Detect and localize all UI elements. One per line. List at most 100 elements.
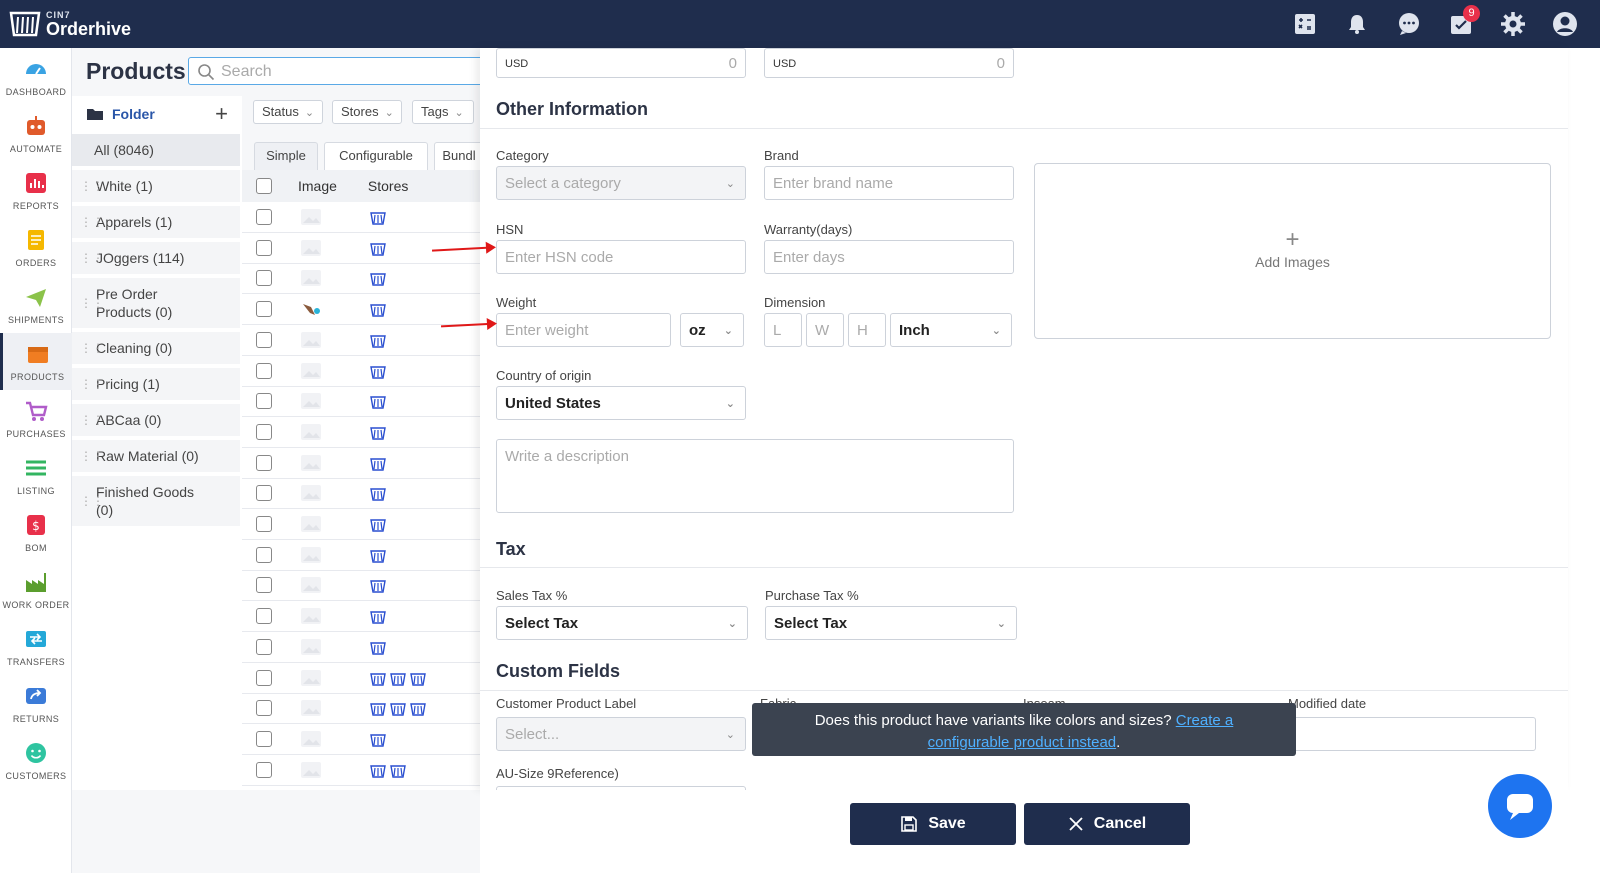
folder-item[interactable]: ⋮⋮ Pricing (1) bbox=[72, 368, 240, 402]
row-checkbox[interactable] bbox=[256, 669, 272, 686]
nav-automate[interactable]: AUTOMATE bbox=[0, 105, 72, 162]
cancel-button[interactable]: Cancel bbox=[1024, 803, 1190, 845]
nav-customers[interactable]: CUSTOMERS bbox=[0, 732, 72, 789]
create-configurable-link-2[interactable]: configurable product instead bbox=[927, 734, 1117, 751]
table-row[interactable] bbox=[242, 233, 492, 264]
modified-date-input[interactable] bbox=[1288, 717, 1536, 751]
table-row[interactable] bbox=[242, 202, 492, 233]
row-checkbox[interactable] bbox=[256, 608, 272, 625]
drag-handle-icon[interactable]: ⋮⋮ bbox=[80, 377, 104, 391]
category-select[interactable]: Select a category ⌄ bbox=[496, 166, 746, 200]
table-row[interactable] bbox=[242, 601, 492, 633]
row-checkbox[interactable] bbox=[256, 485, 272, 502]
folder-item[interactable]: ⋮⋮ ABCaa (0) bbox=[72, 404, 240, 438]
folder-header[interactable]: Folder + bbox=[72, 96, 242, 132]
row-checkbox[interactable] bbox=[256, 331, 272, 348]
brand-input[interactable]: Enter brand name bbox=[764, 166, 1014, 200]
drag-handle-icon[interactable]: ⋮⋮ bbox=[80, 449, 104, 463]
table-row[interactable] bbox=[242, 417, 492, 448]
drag-handle-icon[interactable]: ⋮⋮ bbox=[80, 179, 104, 193]
dimension-unit-select[interactable]: Inch ⌄ bbox=[890, 313, 1012, 347]
nav-reports[interactable]: REPORTS bbox=[0, 162, 72, 219]
row-checkbox[interactable] bbox=[256, 209, 272, 225]
table-row[interactable] bbox=[242, 356, 492, 387]
drag-handle-icon[interactable]: ⋮⋮ bbox=[80, 413, 104, 427]
nav-shipments[interactable]: SHIPMENTS bbox=[0, 276, 72, 333]
drag-handle-icon[interactable]: ⋮⋮ bbox=[80, 296, 104, 310]
table-row[interactable] bbox=[242, 755, 492, 786]
gear-icon[interactable] bbox=[1500, 11, 1526, 37]
dimension-width[interactable]: W bbox=[806, 313, 844, 347]
table-row[interactable] bbox=[242, 540, 492, 571]
folder-item[interactable]: ⋮⋮ JOggers (114) bbox=[72, 242, 240, 276]
add-images-dropzone[interactable]: + Add Images bbox=[1034, 163, 1551, 339]
row-checkbox[interactable] bbox=[256, 454, 272, 471]
nav-products[interactable]: PRODUCTS bbox=[0, 333, 72, 390]
row-checkbox[interactable] bbox=[256, 700, 272, 717]
folder-item[interactable]: ⋮⋮ Raw Material (0) bbox=[72, 440, 240, 474]
sales-tax-select[interactable]: Select Tax ⌄ bbox=[496, 606, 748, 640]
nav-purchases[interactable]: PURCHASES bbox=[0, 390, 72, 447]
drag-handle-icon[interactable]: ⋮⋮ bbox=[80, 494, 104, 508]
save-button[interactable]: Save bbox=[850, 803, 1016, 845]
tags-filter[interactable]: Tags ⌄ bbox=[412, 100, 474, 124]
search-input[interactable]: Search bbox=[188, 57, 490, 85]
calculator-icon[interactable] bbox=[1292, 11, 1318, 37]
table-row[interactable] bbox=[242, 294, 492, 326]
app-logo[interactable]: CIN7 Orderhive bbox=[8, 4, 131, 44]
tasks-icon[interactable]: 9 bbox=[1448, 5, 1480, 37]
table-row[interactable] bbox=[242, 325, 492, 356]
chat-icon[interactable] bbox=[1396, 11, 1422, 37]
row-checkbox[interactable] bbox=[256, 239, 272, 256]
table-row[interactable] bbox=[242, 263, 492, 295]
row-checkbox[interactable] bbox=[256, 577, 272, 594]
au-size-input[interactable] bbox=[496, 786, 746, 790]
nav-orders[interactable]: ORDERS bbox=[0, 219, 72, 276]
row-checkbox[interactable] bbox=[256, 730, 272, 747]
price-field-1[interactable]: USD 0 bbox=[496, 48, 746, 78]
add-folder-icon[interactable]: + bbox=[215, 101, 228, 126]
customer-product-label-select[interactable]: Select... ⌄ bbox=[496, 717, 746, 751]
drag-handle-icon[interactable]: ⋮⋮ bbox=[80, 215, 104, 229]
folder-item[interactable]: ⋮⋮ Apparels (1) bbox=[72, 206, 240, 240]
table-row[interactable] bbox=[242, 448, 492, 479]
table-row[interactable] bbox=[242, 693, 492, 725]
status-filter[interactable]: Status ⌄ bbox=[253, 100, 323, 124]
warranty-input[interactable]: Enter days bbox=[764, 240, 1014, 274]
dimension-height[interactable]: H bbox=[848, 313, 886, 347]
drag-handle-icon[interactable]: ⋮⋮ bbox=[80, 341, 104, 355]
folder-item[interactable]: ⋮⋮ Cleaning (0) bbox=[72, 332, 240, 366]
nav-returns[interactable]: RETURNS bbox=[0, 675, 72, 732]
table-row[interactable] bbox=[242, 509, 492, 540]
folder-item[interactable]: ⋮⋮ White (1) bbox=[72, 170, 240, 204]
row-checkbox[interactable] bbox=[256, 638, 272, 655]
nav-listing[interactable]: LISTING bbox=[0, 447, 72, 504]
hsn-input[interactable]: Enter HSN code bbox=[496, 240, 746, 274]
row-checkbox[interactable] bbox=[256, 761, 272, 778]
weight-unit-select[interactable]: oz ⌄ bbox=[680, 313, 744, 347]
row-checkbox[interactable] bbox=[256, 546, 272, 563]
tab-simple[interactable]: Simple bbox=[254, 142, 318, 170]
nav-work-order[interactable]: WORK ORDER bbox=[0, 561, 72, 618]
support-chat-button[interactable] bbox=[1488, 774, 1552, 838]
table-row[interactable] bbox=[242, 632, 492, 663]
row-checkbox[interactable] bbox=[256, 270, 272, 287]
table-row[interactable] bbox=[242, 724, 492, 755]
country-select[interactable]: United States ⌄ bbox=[496, 386, 746, 420]
user-avatar-icon[interactable] bbox=[1552, 11, 1578, 37]
bell-icon[interactable] bbox=[1344, 11, 1370, 37]
stores-filter[interactable]: Stores ⌄ bbox=[332, 100, 402, 124]
table-row[interactable] bbox=[242, 478, 492, 510]
drag-handle-icon[interactable]: ⋮⋮ bbox=[80, 251, 104, 265]
price-field-2[interactable]: USD 0 bbox=[764, 48, 1014, 78]
dimension-length[interactable]: L bbox=[764, 313, 802, 347]
purchase-tax-select[interactable]: Select Tax ⌄ bbox=[765, 606, 1017, 640]
row-checkbox[interactable] bbox=[256, 423, 272, 440]
row-checkbox[interactable] bbox=[256, 516, 272, 532]
table-row[interactable] bbox=[242, 663, 492, 694]
folder-item[interactable]: All (8046) bbox=[72, 134, 240, 168]
row-checkbox[interactable] bbox=[256, 393, 272, 410]
folder-item[interactable]: ⋮⋮ Finished Goods (0) bbox=[72, 476, 240, 528]
nav-bom[interactable]: $ BOM bbox=[0, 504, 72, 561]
nav-transfers[interactable]: TRANSFERS bbox=[0, 618, 72, 675]
